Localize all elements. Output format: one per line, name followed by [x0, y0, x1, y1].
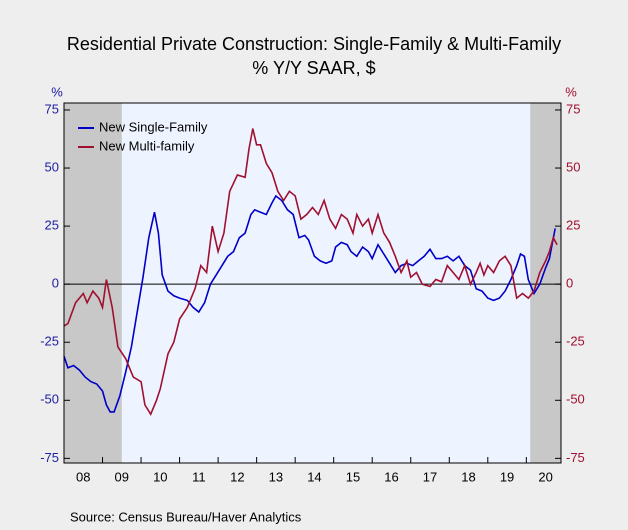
x-tick-label: 16 — [384, 469, 398, 484]
recession-shade — [64, 103, 122, 463]
y-tick-label: 50 — [45, 159, 59, 174]
x-tick-label: 17 — [423, 469, 437, 484]
x-tick-label: 14 — [307, 469, 321, 484]
y2-tick-label: 75 — [566, 101, 580, 116]
y2-tick-label: -50 — [566, 392, 585, 407]
y2-tick-label: 25 — [566, 218, 580, 233]
chart-subtitle: % Y/Y SAAR, $ — [252, 58, 375, 78]
y2-tick-label: -75 — [566, 450, 585, 465]
y-tick-label: -25 — [40, 334, 59, 349]
series-line — [63, 128, 558, 416]
source-note: Source: Census Bureau/Haver Analytics — [70, 509, 302, 524]
x-tick-label: 10 — [153, 469, 167, 484]
y2-tick-label: 0 — [566, 276, 573, 291]
recession-shade — [530, 103, 561, 463]
x-tick-label: 20 — [538, 469, 552, 484]
y-tick-label: 0 — [52, 276, 59, 291]
plot-area — [64, 103, 561, 463]
y2-tick-label: -25 — [566, 334, 585, 349]
x-tick-label: 08 — [76, 469, 90, 484]
y2-tick-label: 50 — [566, 159, 580, 174]
series-line — [63, 194, 556, 413]
chart-title: Residential Private Construction: Single… — [67, 34, 561, 54]
plot-frame — [63, 102, 562, 464]
x-tick-label: 11 — [192, 469, 206, 484]
legend-label: New Single-Family — [99, 119, 208, 134]
x-tick-label: 19 — [500, 469, 514, 484]
y-tick-label: 25 — [45, 218, 59, 233]
x-tick-label: 18 — [461, 469, 475, 484]
y-tick-label: -75 — [40, 450, 59, 465]
x-tick-label: 15 — [346, 469, 360, 484]
legend-label: New Multi-family — [99, 138, 195, 153]
x-tick-label: 12 — [230, 469, 244, 484]
y-tick-label: -50 — [40, 392, 59, 407]
x-tick-label: 09 — [115, 469, 129, 484]
y-axis-label: % — [51, 84, 63, 99]
y-tick-label: 75 — [45, 101, 59, 116]
y2-axis-label: % — [565, 84, 577, 99]
x-tick-label: 13 — [269, 469, 283, 484]
